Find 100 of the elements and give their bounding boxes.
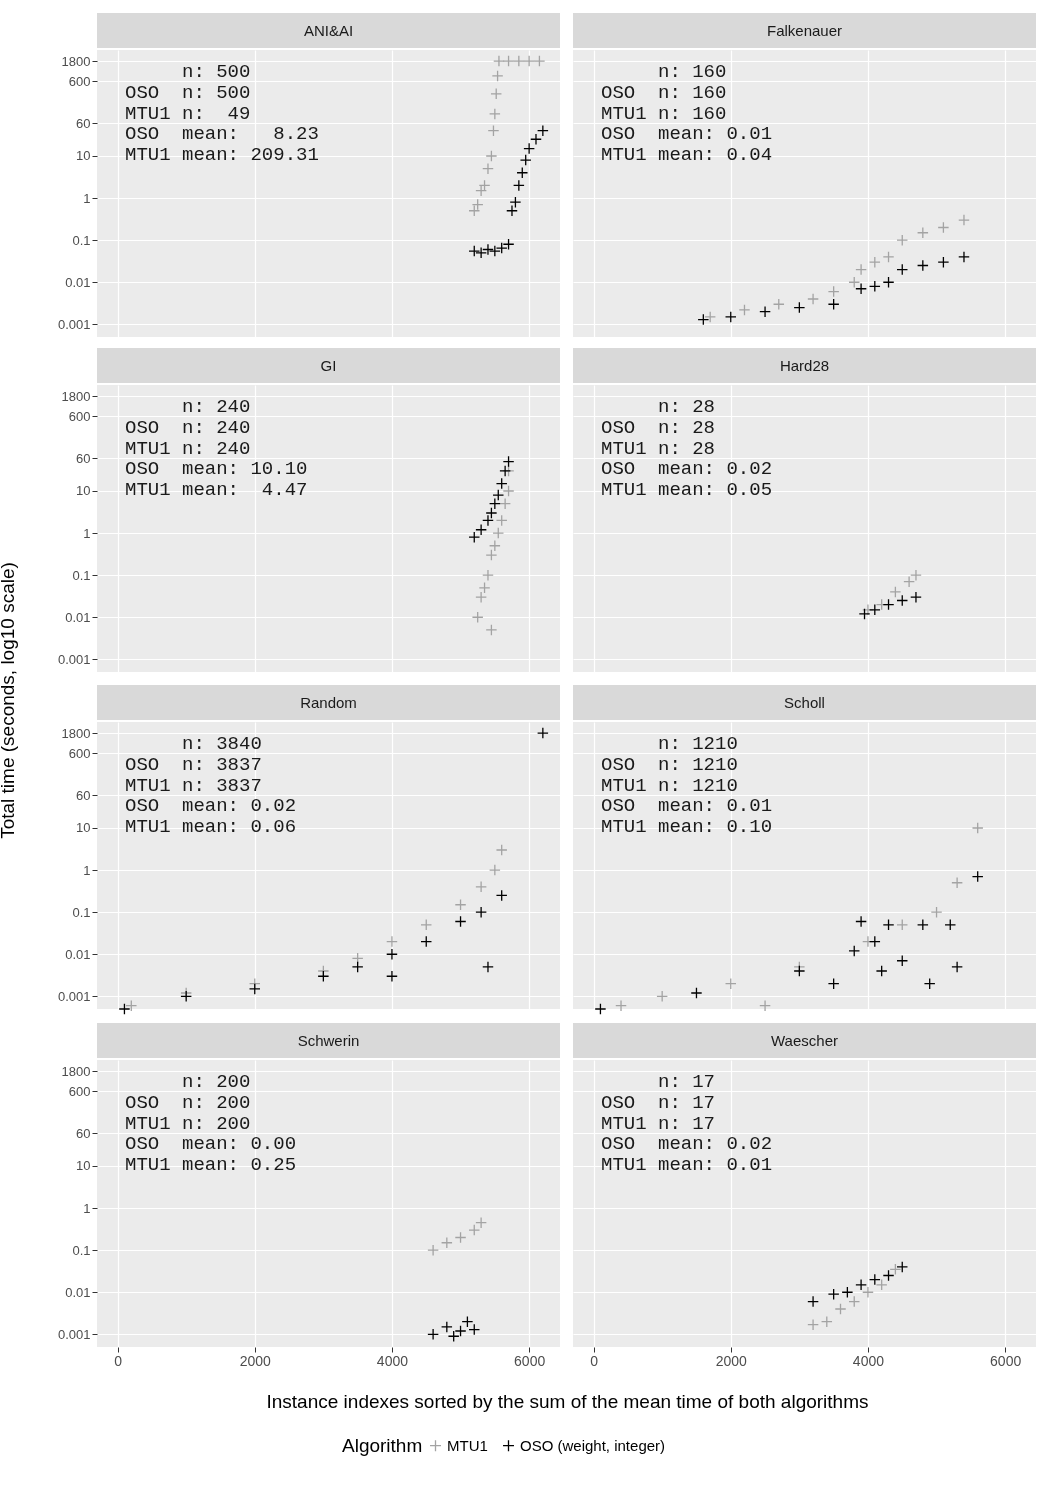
annotation: OSO mean: 0.02 [601,458,773,481]
annotation: OSO n: 240 [125,416,251,439]
point [882,251,895,263]
point [971,870,984,883]
point [482,514,494,527]
y-tick-label: 1800 [61,725,91,741]
point [848,1295,861,1308]
point [820,1315,833,1328]
annotation: OSO mean: 0.01 [601,123,773,146]
x-tick-label: 4000 [376,1352,409,1369]
point [495,514,508,527]
chart-title: Hard28 [573,348,1036,383]
annotation: MTU1 mean: 0.25 [125,1154,297,1177]
annotation: OSO n: 17 [601,1091,716,1114]
annotation: MTU1 mean: 0.05 [601,479,773,502]
point [944,918,957,931]
point [916,226,929,239]
y-tick-label: 10 [76,1158,91,1174]
annotation: OSO n: 160 [601,81,727,104]
x-tick-label: 0 [590,1352,599,1369]
point [848,276,861,289]
point [427,1244,439,1257]
point [827,285,840,298]
x-tick-label: 6000 [990,1352,1022,1369]
point [855,915,867,928]
y-tick-label: 0.01 [65,274,91,290]
annotation: MTU1 n: 49 [125,102,251,125]
y-tick-label: 600 [68,408,91,424]
annotation: MTU1 n: 240 [125,437,251,460]
annotation: MTU1 n: 200 [125,1112,251,1135]
x-tick-label: 2000 [715,1352,748,1369]
point [772,298,785,311]
point [704,311,717,323]
point [848,945,861,957]
annotation: MTU1 n: 28 [601,437,716,460]
annotation: OSO n: 1210 [601,753,738,776]
point [351,952,364,965]
y-tick-label: 60 [76,450,91,466]
y-tick-label: 1 [83,862,91,878]
point [488,864,501,876]
point [248,983,261,995]
y-tick-label: 1800 [61,53,91,69]
point [834,1303,847,1315]
annotation: MTU1 n: 17 [601,1112,716,1135]
y-tick-label: 1800 [61,1063,91,1079]
point [478,581,491,594]
point [594,1003,607,1015]
point [533,55,546,67]
point [916,918,929,931]
point [793,301,806,314]
chart-title: Scholl [573,685,1036,720]
y-tick-label: 1 [83,525,91,541]
point [492,527,505,539]
point [759,999,771,1012]
point [502,455,515,468]
point [889,1263,902,1276]
point [488,108,501,120]
annotation: MTU1 n: 3837 [125,774,262,797]
point [512,55,525,67]
annotation: OSO mean: 0.02 [601,1133,773,1156]
y-tick-label: 0.01 [65,946,91,962]
chart-title: Schwerin [97,1023,560,1058]
point [488,539,501,552]
point [536,124,549,137]
point [506,204,518,217]
point [482,961,494,973]
point [468,204,481,217]
annotation: MTU1 mean: 0.04 [601,144,773,167]
point [468,1224,481,1236]
point [440,1236,453,1249]
point [386,948,398,961]
point [882,918,895,931]
point [875,1278,888,1291]
annotation: MTU1 mean: 0.10 [601,816,773,839]
point [386,970,398,983]
annotation: n: 240 [182,396,251,418]
y-tick-label: 0.001 [57,651,91,667]
point [530,133,542,146]
point [889,586,902,598]
point [724,311,737,323]
point [454,915,467,928]
y-tick-label: 0.001 [57,316,91,332]
y-tick-label: 0.001 [57,1326,91,1342]
y-tick-label: 1800 [61,388,91,404]
point [697,313,710,326]
annotation: OSO n: 200 [125,1091,251,1114]
annotation: OSO mean: 0.00 [125,1133,297,1156]
annotation: OSO mean: 8.23 [125,123,319,146]
point [420,935,433,948]
point [690,987,703,999]
annotation: MTU1 mean: 0.01 [601,1154,773,1177]
point [855,263,867,276]
point [487,124,500,137]
point [125,999,138,1012]
point [896,918,909,931]
annotation: n: 1210 [658,733,738,755]
point [495,477,508,490]
point [386,935,398,948]
point [523,55,536,67]
point [868,603,881,616]
